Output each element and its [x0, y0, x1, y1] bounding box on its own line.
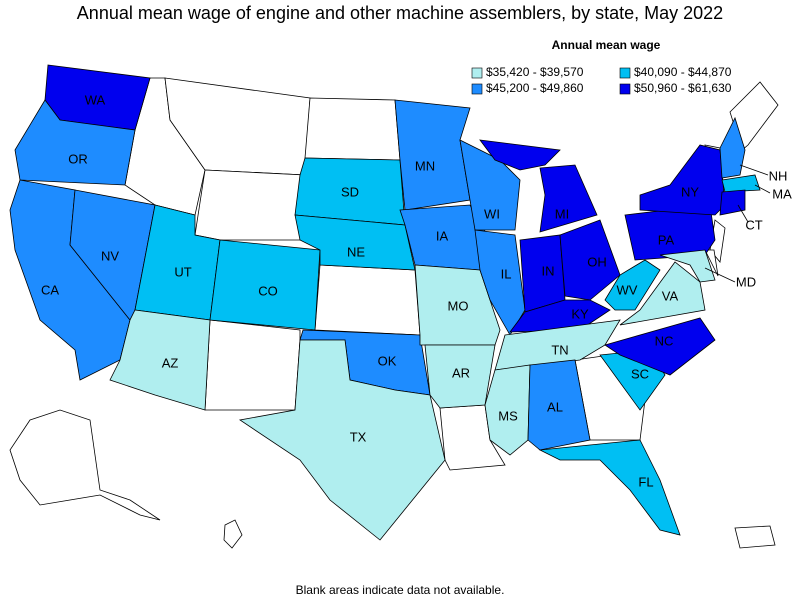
map-title: Annual mean wage of engine and other mac… [77, 3, 723, 23]
legend-swatch [471, 67, 483, 79]
legend-swatch [619, 83, 631, 95]
legend-label: $45,200 - $49,860 [486, 81, 584, 95]
state-label: MO [448, 298, 469, 313]
state-label: NH [769, 168, 788, 183]
puerto-rico [734, 525, 776, 549]
state-label: SC [631, 366, 649, 381]
legend-label: $35,420 - $39,570 [486, 65, 584, 79]
state-label: IA [436, 228, 449, 243]
state-label: IN [542, 263, 555, 278]
leader-line [754, 184, 771, 194]
legend-title: Annual mean wage [552, 38, 661, 52]
legend-label: $40,090 - $44,870 [634, 65, 732, 79]
state [659, 249, 716, 283]
state-blank [194, 169, 306, 241]
state-label: MS [498, 408, 518, 423]
state [209, 239, 321, 331]
state-label: MN [415, 158, 435, 173]
state-label: NE [347, 244, 365, 259]
state-label: OH [587, 254, 607, 269]
state-label: TN [551, 342, 568, 357]
state-blank [704, 249, 719, 277]
state-label: WA [85, 92, 106, 107]
state-label: MD [736, 274, 756, 289]
state-label: VA [662, 288, 679, 303]
leader-line [704, 267, 736, 283]
leader-lines [704, 164, 771, 283]
state-label: NV [101, 248, 119, 263]
hawaii [223, 519, 243, 549]
state-label: CA [41, 282, 59, 297]
state-label: MA [772, 186, 792, 201]
leader-line [737, 204, 749, 223]
state [479, 139, 561, 171]
state [109, 309, 211, 411]
state [238, 339, 446, 541]
state-label: CO [258, 283, 278, 298]
state [14, 99, 136, 186]
state-label: AZ [162, 355, 179, 370]
state-label: KY [571, 306, 589, 321]
legend: Annual mean wage $35,420 - $39,570 $40,09… [471, 38, 732, 95]
state-label: UT [174, 264, 191, 279]
legend-label: $50,960 - $61,630 [634, 81, 732, 95]
footnote: Blank areas indicate data not available. [296, 583, 505, 597]
state-blank [304, 97, 401, 161]
state [721, 174, 761, 193]
state [539, 164, 598, 233]
state-label: NY [681, 184, 699, 199]
state [494, 319, 621, 371]
state-labels: WA OR CA NV UT CO AZ SD NE OK TX MN IA M… [41, 92, 792, 489]
state-label: OR [68, 151, 88, 166]
state-blank [204, 319, 301, 411]
state-label: TX [350, 429, 367, 444]
state-label: WI [484, 206, 500, 221]
states [9, 64, 779, 549]
state-label: WV [617, 282, 638, 297]
leader-line [739, 164, 769, 176]
state-label: IL [501, 266, 512, 281]
state [619, 261, 706, 326]
legend-swatch [471, 83, 483, 95]
state-label: OK [378, 353, 397, 368]
state [719, 189, 746, 216]
state [719, 116, 746, 179]
state-label: NC [655, 333, 674, 348]
state [639, 144, 726, 216]
state-label: FL [638, 474, 653, 489]
alaska [9, 409, 161, 521]
state [424, 344, 496, 409]
state-label: PA [658, 232, 675, 247]
legend-swatch [619, 67, 631, 79]
state-label: CT [745, 217, 762, 232]
state [394, 99, 471, 211]
state-label: SD [341, 184, 359, 199]
state [604, 317, 716, 376]
state [604, 259, 661, 311]
state-blank [314, 264, 421, 336]
state [559, 219, 621, 301]
state-label: AR [452, 365, 470, 380]
state [527, 359, 591, 451]
state-label: MI [555, 206, 569, 221]
state-label: AL [547, 399, 563, 414]
state [538, 439, 681, 536]
